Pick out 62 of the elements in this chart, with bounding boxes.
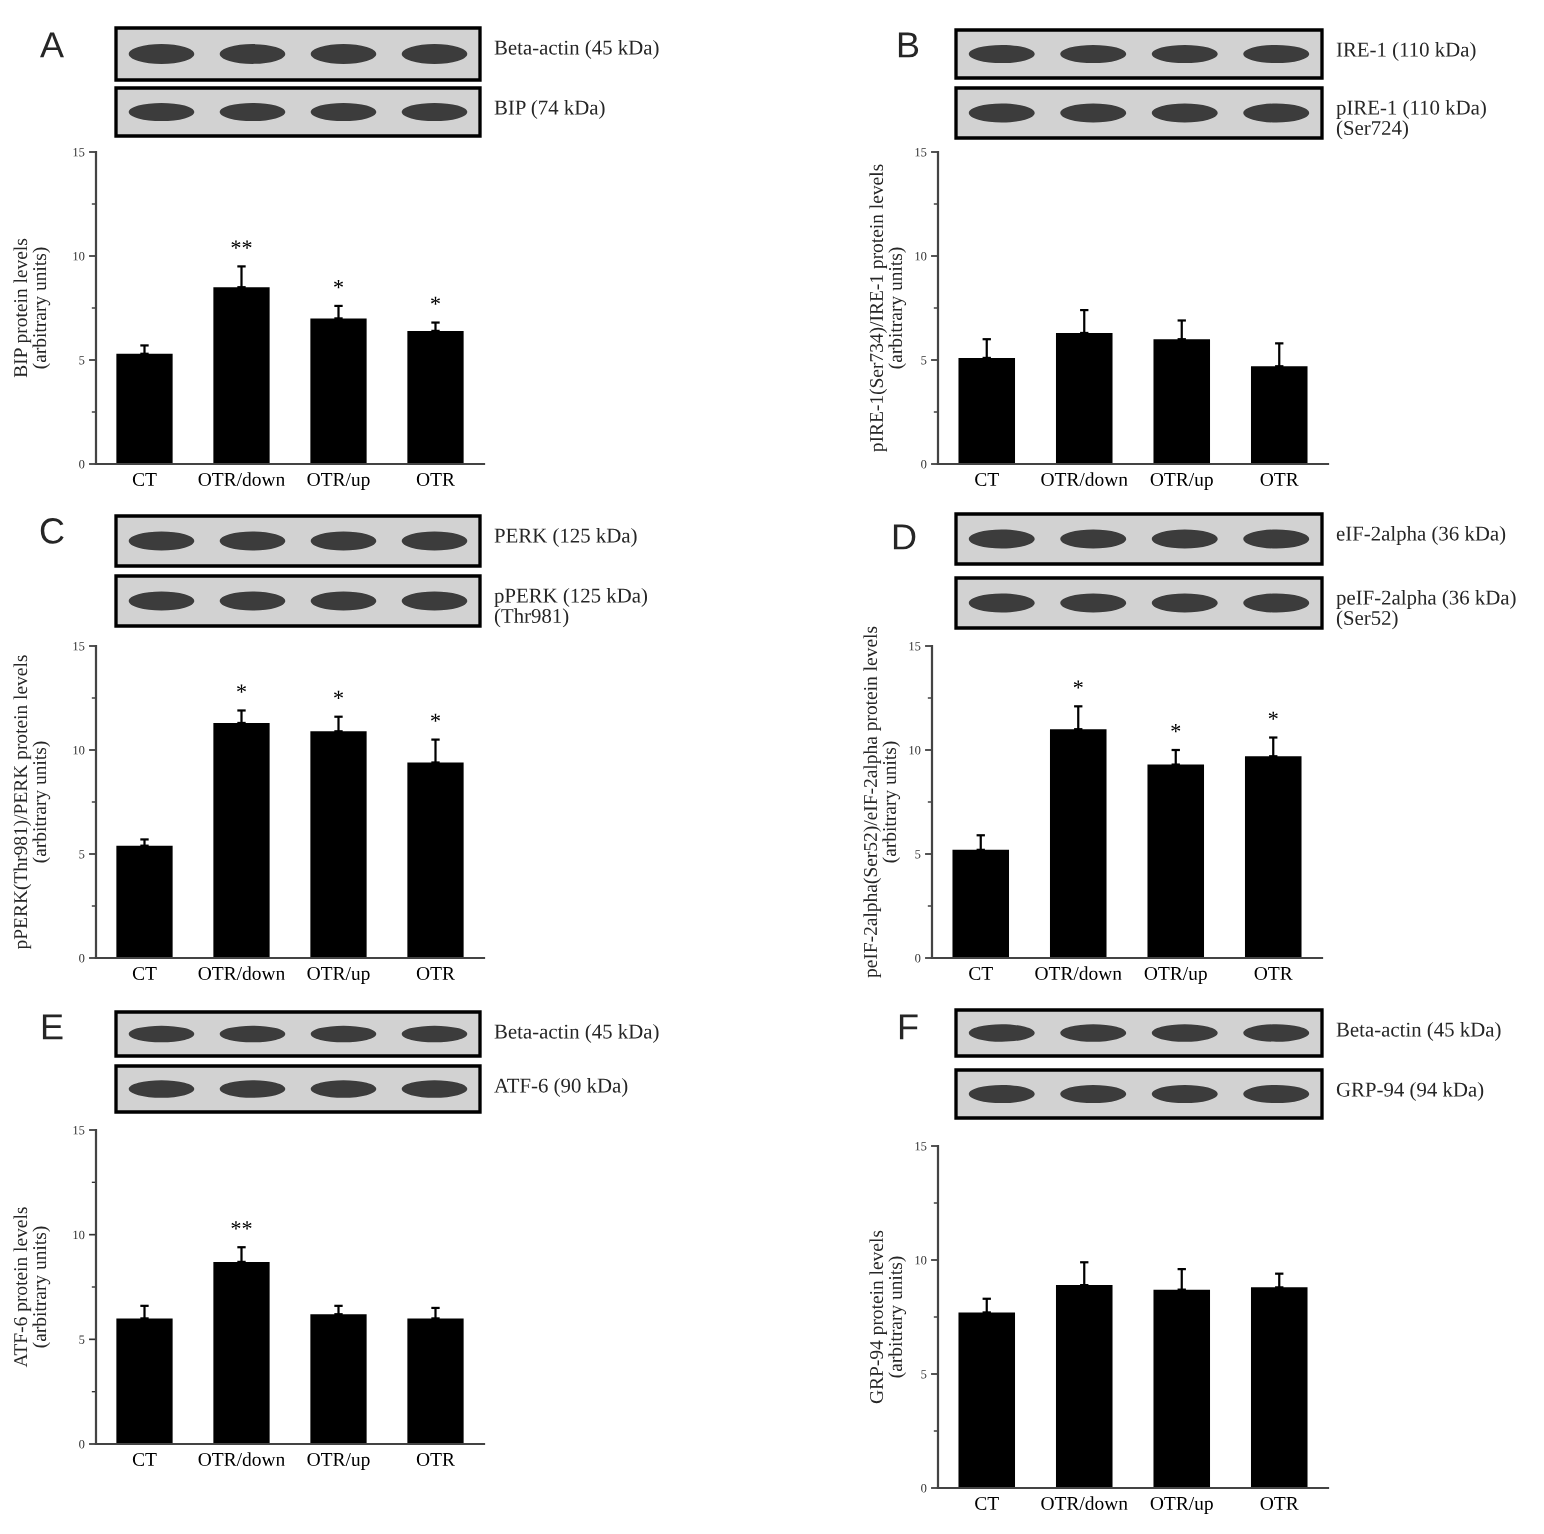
x-tick-label: CT (975, 1496, 999, 1511)
x-tick-label: OTR/down (198, 472, 285, 487)
annotation: * (334, 690, 343, 699)
text: PERK (125 kDa) (494, 528, 637, 547)
text: eIF-2alpha (36 kDa) (1336, 526, 1506, 545)
chart-title: E (42, 1014, 63, 1040)
bar (116, 845, 173, 958)
annotation: * (431, 713, 440, 722)
chart-title: D (893, 524, 916, 550)
x-tick-label: OTR/up (307, 966, 370, 984)
text: Beta-actin (45 kDa) (494, 1024, 659, 1043)
y-axis-title: GRP-94 protein levels (arbitrary units) (869, 1230, 907, 1404)
x-tick-label: OTR (1254, 966, 1293, 981)
text: Beta-actin (45 kDa) (1336, 1022, 1501, 1041)
bar (310, 1314, 367, 1444)
chart-title: C (40, 518, 64, 544)
annotation: * (1268, 711, 1278, 720)
chart-title: A (40, 32, 64, 58)
x-tick-label: CT (132, 966, 157, 981)
y-axis-title: ATF-6 protein levels (arbitrary units) (13, 1207, 51, 1368)
text: pPERK (125 kDa) (Thr981) (494, 588, 647, 628)
x-tick-label: CT (975, 472, 999, 487)
annotation: ** (231, 1221, 252, 1230)
y-axis-title: pIRE-1(Ser734)/IRE-1 protein levels (arbitrary units) (869, 164, 907, 452)
x-tick-label: OTR/up (307, 1452, 370, 1470)
text: BIP (74 kDa) (494, 100, 605, 119)
x-tick-label: OTR/up (1150, 472, 1213, 490)
x-tick-label: CT (132, 1452, 157, 1467)
annotation: * (1171, 724, 1181, 733)
bar (407, 330, 464, 464)
bar (116, 353, 173, 464)
x-tick-label: OTR (1260, 1496, 1299, 1511)
x-tick-label: CT (132, 472, 157, 487)
x-tick-label: OTR/up (1144, 966, 1207, 984)
text: ATF-6 (90 kDa) (494, 1078, 628, 1097)
y-axis-title: BIP protein levels (arbitrary units) (13, 238, 51, 378)
annotation: * (1073, 680, 1083, 689)
chart-title: F (899, 1014, 918, 1040)
y-axis-title: pPERK(Thr981)/PERK protein levels (arbitrary units) (13, 655, 51, 950)
annotation: ** (231, 240, 252, 249)
text: GRP-94 (94 kDa) (1336, 1082, 1484, 1101)
annotation: * (431, 296, 440, 305)
x-tick-label: OTR/down (1035, 966, 1122, 981)
x-tick-label: OTR/down (1041, 1496, 1128, 1511)
x-tick-label: OTR/down (1041, 472, 1128, 487)
annotation: * (237, 684, 246, 693)
annotation: * (334, 280, 343, 289)
text: pIRE-1 (110 kDa) (Ser724) (1336, 100, 1486, 140)
text: IRE-1 (110 kDa) (1336, 42, 1476, 61)
x-tick-label: OTR (1260, 472, 1299, 487)
x-tick-label: OTR (416, 966, 455, 981)
text: Beta-actin (45 kDa) (494, 40, 659, 59)
x-tick-label: CT (969, 966, 993, 981)
x-tick-label: OTR (416, 1452, 455, 1467)
x-tick-label: OTR/down (198, 966, 285, 981)
y-axis-title: peIF-2alpha(Ser52)/eIF-2alpha protein levels (arbitrary units) (863, 626, 901, 978)
chart-title: B (898, 32, 919, 58)
x-tick-label: OTR/up (1150, 1496, 1213, 1514)
x-tick-label: OTR/down (198, 1452, 285, 1467)
x-tick-label: OTR/up (307, 472, 370, 490)
x-tick-label: OTR (416, 472, 455, 487)
text: peIF-2alpha (36 kDa) (Ser52) (1336, 590, 1516, 630)
